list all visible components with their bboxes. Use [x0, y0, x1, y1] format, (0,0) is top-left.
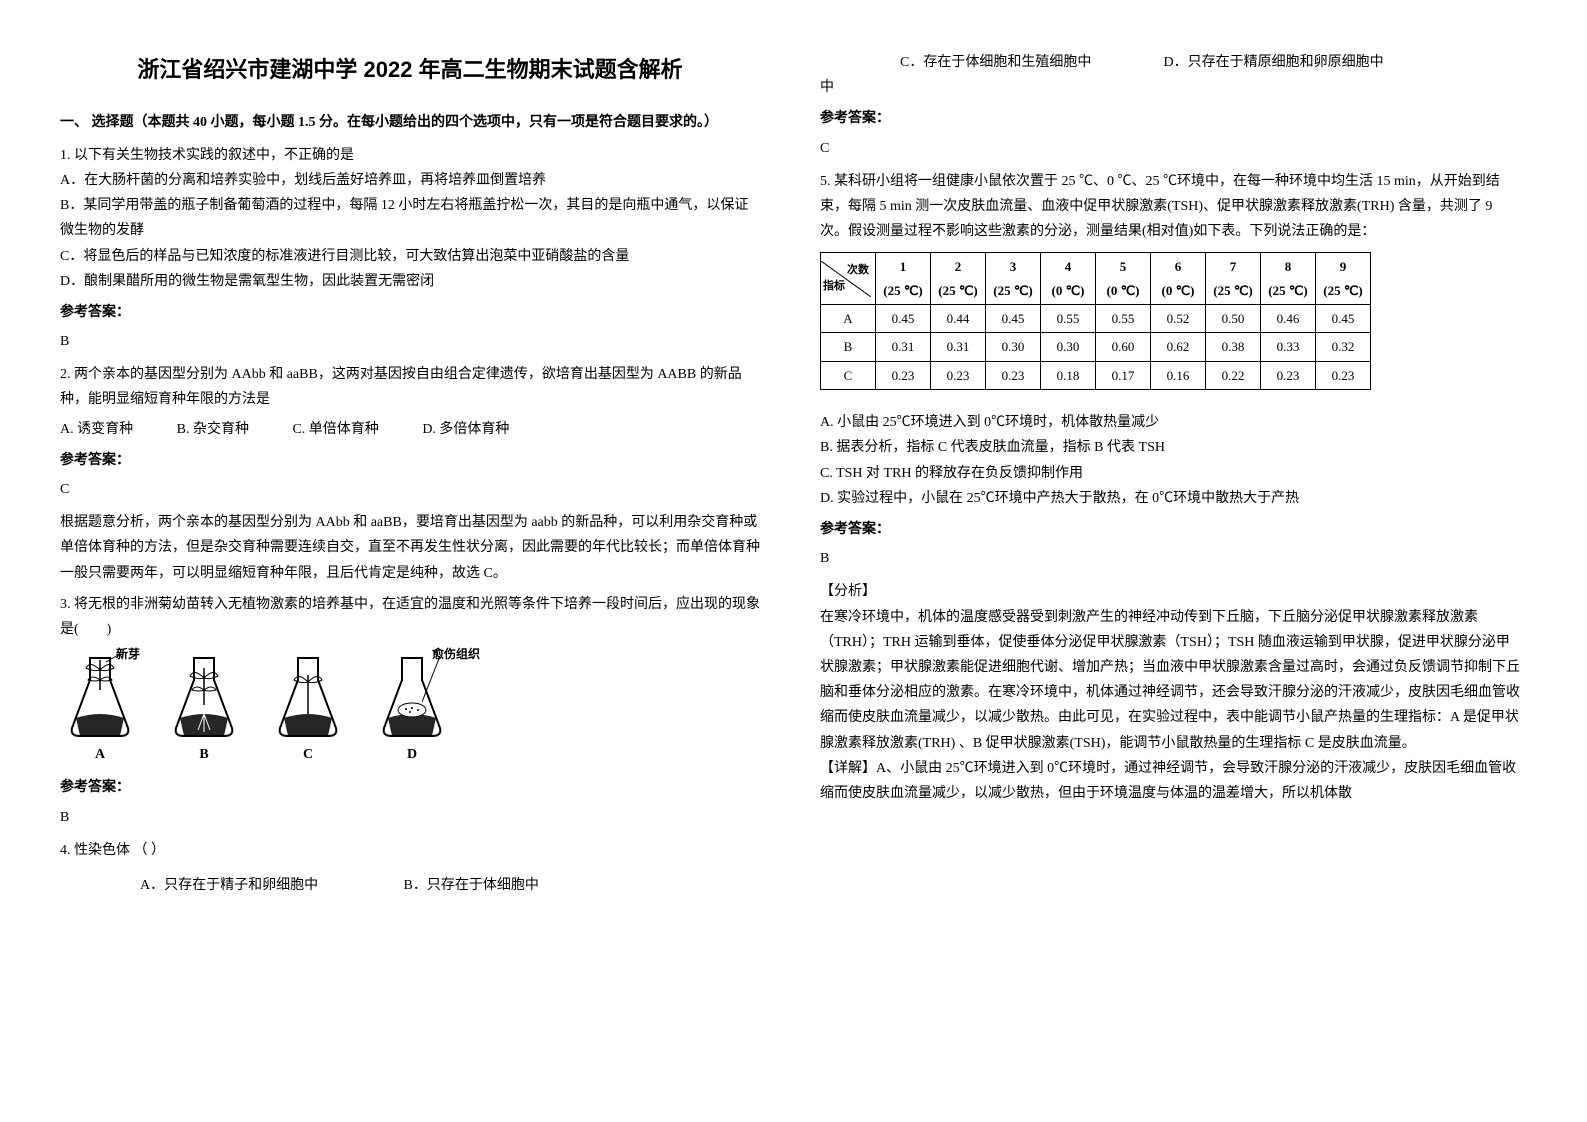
col-7: 7(25 ℃): [1206, 253, 1261, 305]
flask-d: 愈伤组织: [372, 650, 452, 740]
q5-detail: A、小鼠由 25℃环境进入到 0℃环境时，通过神经调节，会导致汗腺分泌的汗液减少…: [820, 761, 1516, 801]
q1-optC: C．将显色后的样品与已知浓度的标准液进行目测比较，可大致估算出泡菜中亚硝酸盐的含…: [60, 244, 760, 269]
q1-stem: 1. 以下有关生物技术实践的叙述中，不正确的是: [60, 143, 760, 168]
q2-optC: C. 单倍体育种: [292, 417, 378, 442]
analysis-label: 【分析】: [820, 579, 1520, 604]
q5-stem: 5. 某科研小组将一组健康小鼠依次置于 25 ℃、0 ℃、25 ℃环境中，在每一…: [820, 169, 1520, 245]
col-2: 2(25 ℃): [931, 253, 986, 305]
q2-optD: D. 多倍体育种: [422, 417, 509, 442]
answer-label: 参考答案：: [820, 106, 1520, 131]
corner-bot: 指标: [823, 277, 845, 297]
flask-c-label: C: [268, 742, 348, 767]
detail-label: 【详解】: [820, 761, 876, 776]
q5-table: 次数 指标 1(25 ℃) 2(25 ℃) 3(25 ℃) 4(0 ℃) 5(0…: [820, 252, 1371, 390]
table-corner: 次数 指标: [821, 253, 876, 305]
q3-answer: B: [60, 805, 760, 830]
corner-top: 次数: [847, 261, 869, 281]
q4-optD: D．只存在于精原细胞和卵原细胞中: [1164, 50, 1424, 75]
q4-optC: C．存在于体细胞和生殖细胞中: [900, 50, 1160, 75]
table-row-B: B 0.310.310.30 0.300.600.62 0.380.330.32: [821, 333, 1371, 361]
flask-a: 新芽: [60, 650, 140, 740]
q2-stem: 2. 两个亲本的基因型分别为 AAbb 和 aaBB，这两对基因按自由组合定律遗…: [60, 362, 760, 412]
answer-label: 参考答案：: [820, 517, 1520, 542]
table-row-C: C 0.230.230.23 0.180.170.16 0.220.230.23: [821, 361, 1371, 389]
col-6: 6(0 ℃): [1151, 253, 1206, 305]
col-3: 3(25 ℃): [986, 253, 1041, 305]
q4-cont: 中: [820, 75, 1520, 100]
q4-optB: B．只存在于体细胞中: [404, 873, 664, 898]
q4-row1: A．只存在于精子和卵细胞中 B．只存在于体细胞中: [60, 873, 760, 898]
q1-optB: B．某同学用带盖的瓶子制备葡萄酒的过程中，每隔 12 小时左右将瓶盖拧松一次，其…: [60, 193, 760, 243]
q3-figure: 新芽 A: [60, 650, 760, 767]
q5-optA: A. 小鼠由 25℃环境进入到 0℃环境时，机体散热量减少: [820, 410, 1520, 435]
q2-optB: B. 杂交育种: [177, 417, 249, 442]
flask-b-label: B: [164, 742, 244, 767]
page-title: 浙江省绍兴市建湖中学 2022 年高二生物期末试题含解析: [60, 50, 760, 90]
table-row-A: A 0.450.440.45 0.550.550.52 0.500.460.45: [821, 305, 1371, 333]
q4-row2: C．存在于体细胞和生殖细胞中 D．只存在于精原细胞和卵原细胞中: [820, 50, 1520, 75]
q4-stem: 4. 性染色体 （ ）: [60, 838, 760, 863]
flask-c: [268, 650, 348, 740]
q2-answer: C: [60, 477, 760, 502]
answer-label: 参考答案：: [60, 448, 760, 473]
q1-optD: D．酿制果醋所用的微生物是需氧型生物，因此装置无需密闭: [60, 269, 760, 294]
col-9: 9(25 ℃): [1316, 253, 1371, 305]
q5-optD: D. 实验过程中，小鼠在 25℃环境中产热大于散热，在 0℃环境中散热大于产热: [820, 486, 1520, 511]
col-8: 8(25 ℃): [1261, 253, 1316, 305]
q1-optA: A．在大肠杆菌的分离和培养实验中，划线后盖好培养皿，再将培养皿倒置培养: [60, 168, 760, 193]
q3-stem: 3. 将无根的非洲菊幼苗转入无植物激素的培养基中，在适宜的温度和光照等条件下培养…: [60, 592, 760, 642]
q2-explanation: 根据题意分析，两个亲本的基因型分别为 AAbb 和 aaBB，要培育出基因型为 …: [60, 510, 760, 586]
q2-options: A. 诱变育种 B. 杂交育种 C. 单倍体育种 D. 多倍体育种: [60, 417, 760, 442]
q2-optA: A. 诱变育种: [60, 417, 133, 442]
q4-answer: C: [820, 136, 1520, 161]
q5-optC: C. TSH 对 TRH 的释放存在负反馈抑制作用: [820, 461, 1520, 486]
flask-a-label: A: [60, 742, 140, 767]
q1-answer: B: [60, 329, 760, 354]
q5-answer: B: [820, 546, 1520, 571]
col-4: 4(0 ℃): [1041, 253, 1096, 305]
col-5: 5(0 ℃): [1096, 253, 1151, 305]
answer-label: 参考答案：: [60, 775, 760, 800]
q5-analysis: 在寒冷环境中，机体的温度感受器受到刺激产生的神经冲动传到下丘脑，下丘脑分泌促甲状…: [820, 605, 1520, 756]
col-1: 1(25 ℃): [876, 253, 931, 305]
q5-optB: B. 据表分析，指标 C 代表皮肤血流量，指标 B 代表 TSH: [820, 435, 1520, 460]
section-heading: 一、 选择题（本题共 40 小题，每小题 1.5 分。在每小题给出的四个选项中，…: [60, 110, 760, 135]
flask-b: [164, 650, 244, 740]
answer-label: 参考答案：: [60, 300, 760, 325]
q4-optA: A．只存在于精子和卵细胞中: [140, 873, 400, 898]
